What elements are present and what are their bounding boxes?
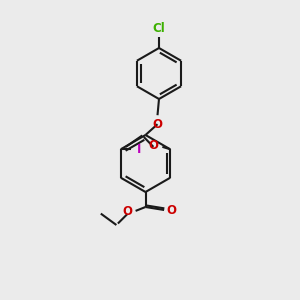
Text: O: O xyxy=(152,118,163,131)
Text: Cl: Cl xyxy=(153,22,165,35)
Text: O: O xyxy=(122,205,132,218)
Text: O: O xyxy=(166,203,176,217)
Text: I: I xyxy=(136,143,141,156)
Text: O: O xyxy=(149,139,159,152)
